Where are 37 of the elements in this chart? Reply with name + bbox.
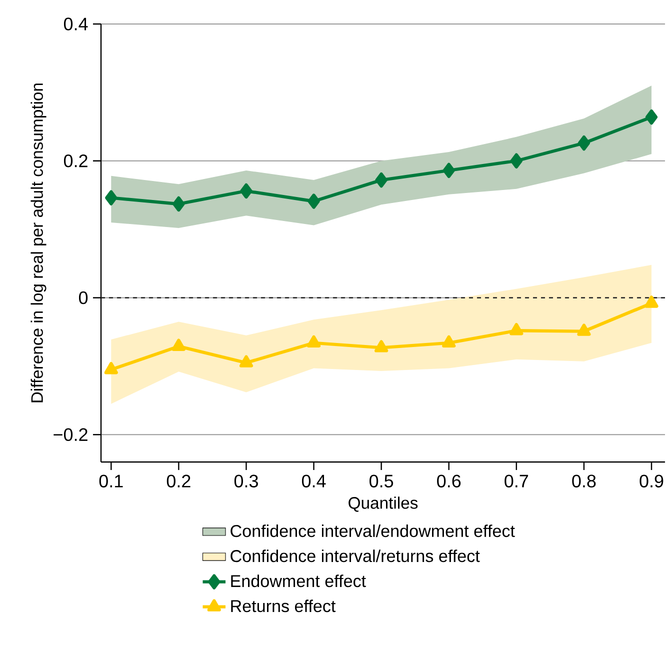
point: [645, 109, 658, 125]
y-tick-label: 0.2: [64, 154, 88, 168]
legend-label: Returns effect: [231, 600, 336, 612]
y-axis-title: Difference in log real per adult consumption: [30, 84, 46, 402]
point: [374, 340, 388, 352]
x-tick-label: 0.4: [302, 474, 326, 488]
legend-label: Confidence interval/endowment effect: [230, 524, 515, 538]
point: [442, 335, 456, 348]
point: [104, 362, 118, 374]
x-tick-label: 0.1: [99, 474, 123, 488]
point: [172, 338, 186, 351]
point: [375, 172, 388, 188]
point: [442, 162, 455, 178]
x-tick-label: 0.3: [234, 474, 258, 488]
x-tick-label: 0.6: [437, 474, 461, 488]
x-tick-label: 0.2: [166, 474, 190, 488]
x-tick-label: 0.5: [370, 474, 394, 488]
point: [577, 324, 591, 336]
point: [239, 355, 254, 368]
x-axis-title: Quantiles: [348, 496, 418, 512]
point: [578, 135, 590, 151]
point: [105, 190, 118, 206]
legend-label: Endowment effect: [231, 574, 366, 588]
point: [510, 153, 523, 168]
point: [510, 323, 524, 336]
point: [306, 335, 321, 348]
point: [172, 196, 185, 212]
x-tick-label: 0.7: [504, 474, 528, 488]
x-tick-label: 0.8: [572, 474, 596, 488]
y-tick-label: −0.2: [54, 428, 88, 441]
point: [308, 194, 320, 209]
point: [644, 296, 658, 308]
legend-label: Confidence interval/returns effect: [230, 550, 480, 562]
x-tick-label: 0.9: [640, 474, 664, 488]
point: [240, 183, 252, 199]
y-tick-label: 0: [78, 291, 88, 304]
y-tick-label: 0.4: [64, 18, 88, 30]
